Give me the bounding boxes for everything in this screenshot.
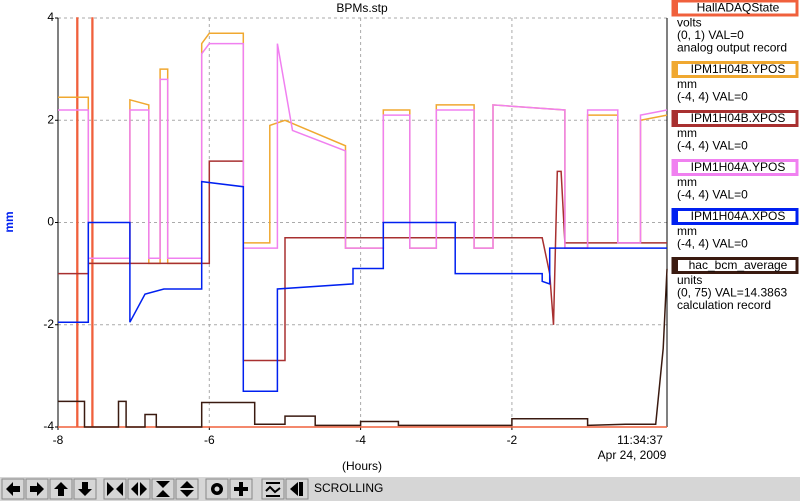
button-zoom-out-y[interactable]	[175, 478, 199, 500]
icon	[131, 482, 138, 496]
legend-range-label: (0, 75) VAL=14.3863	[677, 286, 788, 300]
legend-color	[673, 258, 678, 273]
legend-color	[673, 1, 678, 15]
icon	[140, 482, 147, 496]
legend-name: HallADAQState	[697, 1, 780, 15]
legend-unit: mm	[677, 224, 697, 238]
button-zoom-in-y[interactable]	[151, 478, 175, 500]
x-tick-label: -8	[53, 433, 64, 447]
y-axis-label: mm	[2, 211, 16, 232]
legend-record: analog output record	[677, 41, 787, 55]
time-label: 11:34:37	[617, 433, 663, 447]
icon	[266, 482, 280, 484]
icon	[265, 485, 281, 494]
toolbar: SCROLLING	[0, 477, 800, 501]
button-zoom-in-x[interactable]	[103, 478, 127, 500]
y-tick-label: -2	[43, 317, 54, 331]
icon	[116, 482, 123, 496]
date-label: Apr 24, 2009	[598, 448, 667, 462]
icon	[214, 486, 220, 492]
legend-name: hac_bcm_average	[689, 258, 788, 272]
y-tick-label: 4	[47, 10, 54, 24]
legend-unit: volts	[677, 16, 702, 30]
x-tick-label: -2	[507, 433, 518, 447]
y-tick-label: 0	[47, 215, 54, 229]
legend-name: IPM1H04A.XPOS	[691, 209, 786, 223]
y-tick-label: -4	[43, 419, 54, 433]
icon	[6, 482, 20, 496]
legend-color	[673, 160, 678, 175]
chart-title: BPMs.stp	[336, 1, 388, 15]
legend-range-label: (0, 1) VAL=0	[677, 28, 744, 42]
legend-unit: mm	[677, 77, 697, 91]
series-line	[58, 268, 668, 428]
icon	[54, 482, 68, 496]
icon	[78, 482, 92, 496]
legend-name: IPM1H04B.XPOS	[691, 111, 786, 125]
icon	[107, 482, 114, 496]
legend-name: IPM1H04B.YPOS	[691, 62, 786, 76]
icon	[290, 482, 298, 496]
legend-range-label: (-4, 4) VAL=0	[677, 188, 748, 202]
icon	[180, 490, 194, 497]
y-tick-label: 2	[47, 112, 54, 126]
legend-unit: units	[677, 273, 702, 287]
legend-record: calculation record	[677, 298, 771, 312]
icon	[156, 490, 170, 497]
icon	[156, 481, 170, 488]
legend-range-label: (-4, 4) VAL=0	[677, 90, 748, 104]
x-tick-label: -4	[355, 433, 366, 447]
legend-name: IPM1H04A.YPOS	[691, 160, 786, 174]
legend-color	[673, 62, 678, 77]
button-zoom-out-x[interactable]	[127, 478, 151, 500]
legend-unit: mm	[677, 126, 697, 140]
legend-unit: mm	[677, 175, 697, 189]
status-text: SCROLLING	[314, 481, 383, 495]
x-axis-label: (Hours)	[342, 459, 382, 473]
icon	[234, 482, 248, 496]
icon	[30, 482, 44, 496]
icon	[266, 495, 280, 497]
x-tick-label: -6	[204, 433, 215, 447]
legend-range-label: (-4, 4) VAL=0	[677, 139, 748, 153]
legend-range-label: (-4, 4) VAL=0	[677, 237, 748, 251]
legend-color	[673, 111, 678, 126]
icon	[299, 482, 303, 496]
icon	[180, 481, 194, 488]
series-line	[58, 180, 667, 392]
series-line	[58, 160, 667, 362]
legend-color	[673, 209, 678, 224]
